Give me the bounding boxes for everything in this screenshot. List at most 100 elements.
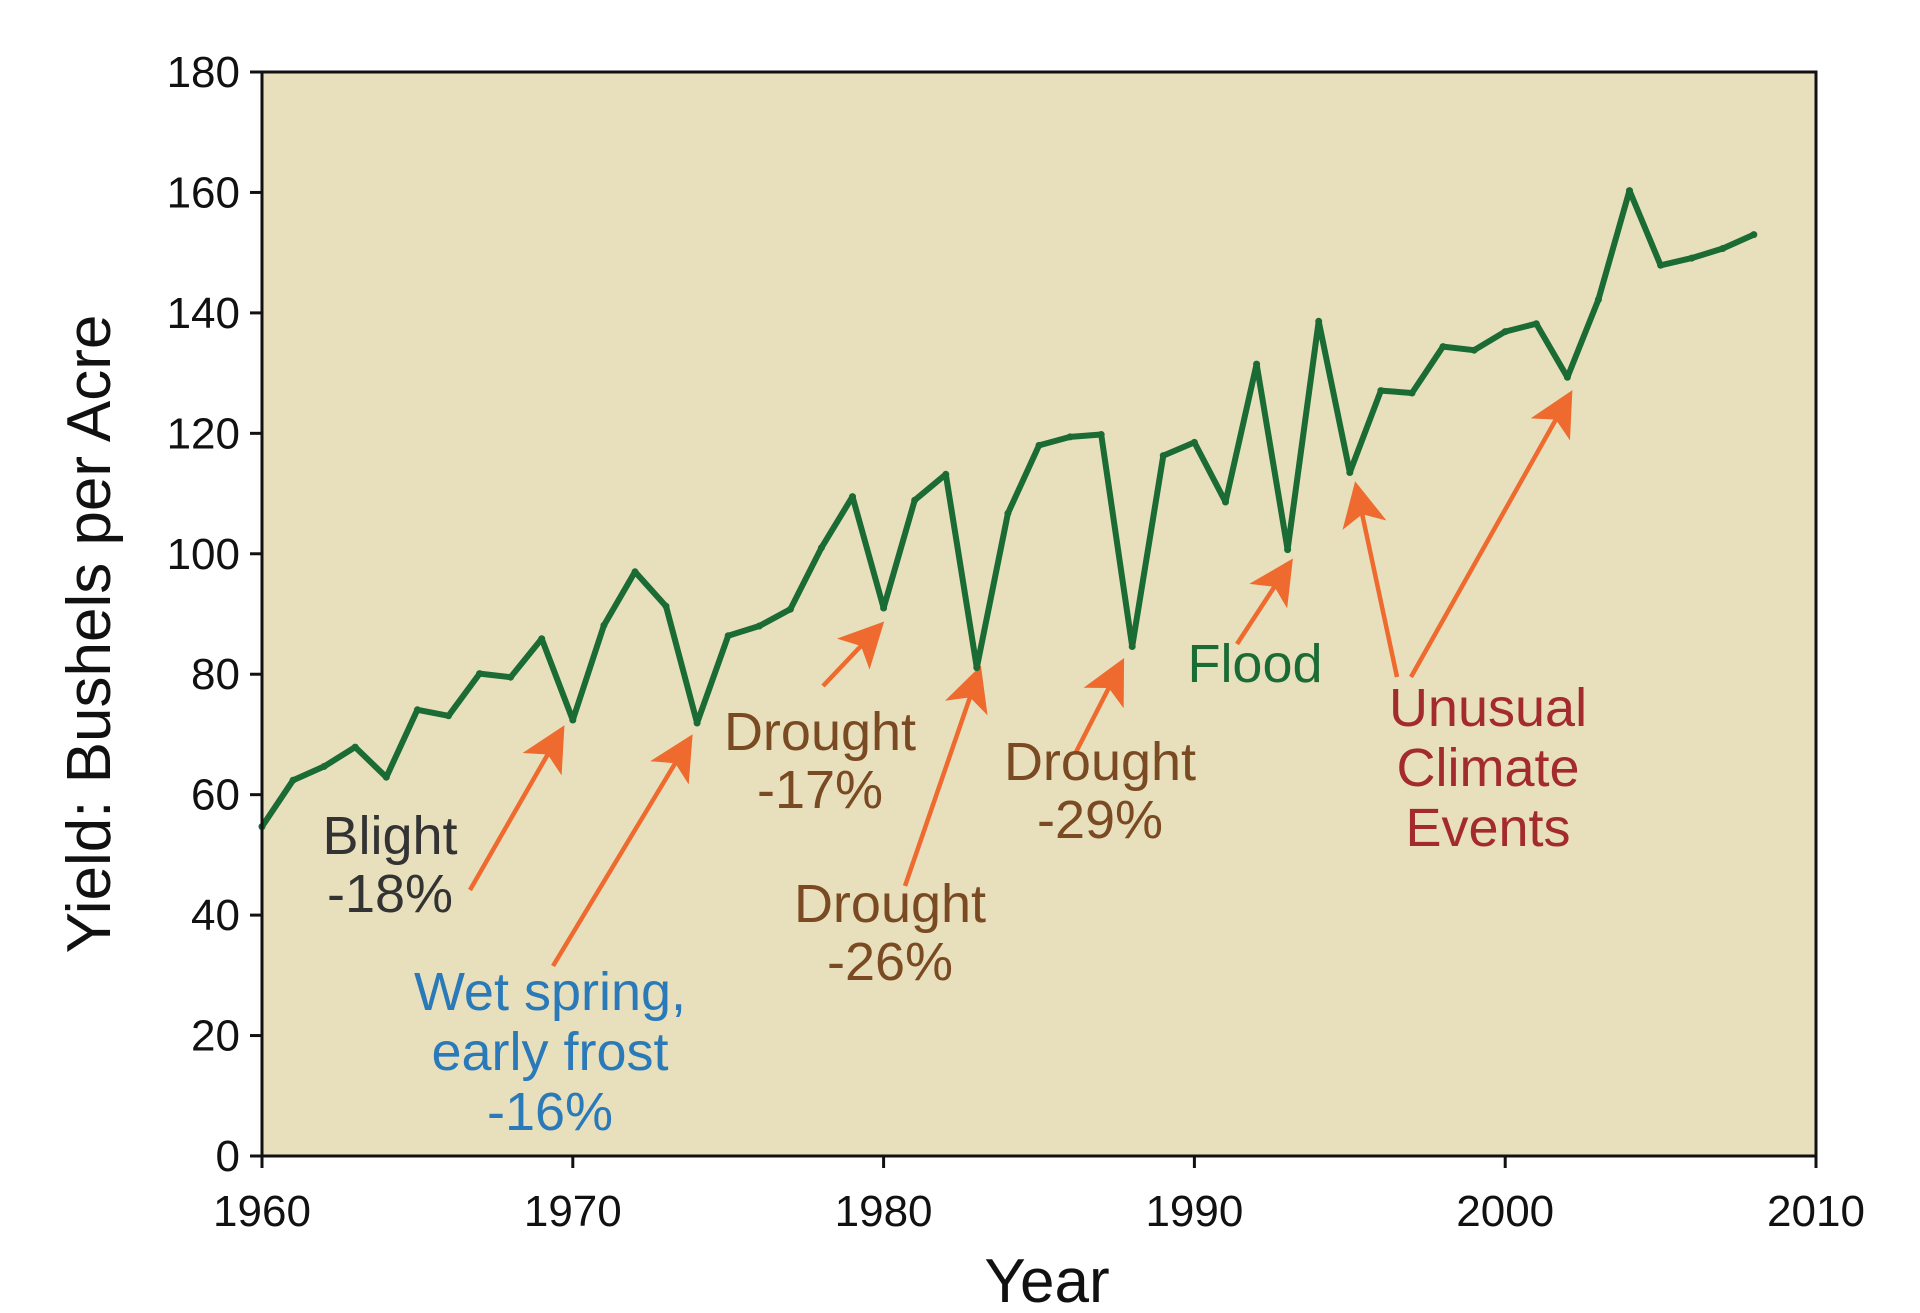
y-tick-label: 80 [191,650,240,699]
data-point [1128,643,1136,650]
annotation-arrow [1072,657,1125,756]
annotation-arrow [1342,481,1400,678]
annotation-line: early frost [431,1022,668,1082]
y-tick-label: 180 [167,48,240,97]
annotation-arrow [821,621,885,688]
data-point [786,605,794,613]
annotation-label: Drought -26% [794,874,986,992]
annotation-line: -18% [327,864,453,924]
data-point [1532,320,1540,328]
data-point [1346,469,1354,476]
annotation-label: Drought -29% [1004,732,1196,850]
data-point [1222,498,1229,506]
x-tick-label: 2010 [1767,1187,1865,1236]
annotation-line: Wet spring, [414,962,686,1022]
data-point [1315,317,1323,325]
x-tick-label: 1970 [524,1187,622,1236]
data-point [1470,346,1478,354]
data-point [382,773,390,781]
x-tick-label: 2000 [1456,1187,1554,1236]
annotation-line: -29% [1037,790,1163,850]
data-point [351,743,359,751]
annotation-line: Unusual [1389,678,1587,738]
x-tick-label: 1990 [1145,1187,1243,1236]
annotation-line: Drought [724,702,916,762]
data-point [1284,546,1292,554]
data-point [1253,360,1261,368]
data-point [1190,438,1198,446]
annotation-label: Drought -17% [724,702,916,820]
data-point [1377,387,1385,395]
x-axis: 1960 1970 1980 1990 2000 2010 [213,1156,1865,1236]
data-point [1159,452,1167,460]
annotation-line: Drought [1004,732,1196,792]
x-tick-label: 1960 [213,1187,311,1236]
annotation-arrow [551,734,693,968]
data-point [413,706,421,714]
y-tick-label: 40 [191,891,240,940]
annotation-line: -26% [827,932,953,992]
data-point [1657,261,1665,269]
series-layer [258,187,1758,831]
data-point [880,604,888,612]
data-point [942,470,950,478]
annotation-arrow [468,725,565,892]
annotation-arrows [468,390,1573,968]
data-point [1563,373,1571,381]
data-point [849,493,856,501]
plot-area [262,72,1816,1156]
annotation-arrow [1235,558,1293,646]
y-axis-title: Yield: Bushels per Acre [55,315,124,954]
annotation-label: Wet spring, early frost -16% [414,962,686,1142]
data-point [1439,343,1447,351]
data-point [1097,431,1105,438]
annotation-label: Flood [1187,634,1322,694]
data-point [911,496,919,504]
data-point [1035,441,1043,449]
annotation-line: Climate [1396,738,1579,798]
data-point [817,544,825,552]
data-point [289,776,297,784]
data-point [476,670,484,678]
data-point [755,622,763,630]
data-point [662,602,670,610]
data-point [445,712,452,720]
data-point [1066,433,1074,441]
y-tick-label: 160 [167,168,240,217]
data-point [600,621,608,629]
data-point [1594,296,1602,304]
y-tick-label: 0 [216,1132,240,1181]
data-point [320,762,328,770]
y-axis: 0 20 40 60 80 100 120 140 160 180 [167,48,262,1181]
data-point [1750,231,1758,239]
annotation-line: Blight [322,806,457,866]
y-tick-label: 140 [167,289,240,338]
data-point [1626,187,1633,195]
data-point [724,632,732,640]
y-tick-label: 120 [167,409,240,458]
y-tick-label: 20 [191,1012,240,1061]
data-point [1004,509,1012,517]
x-axis-title: Year [984,1247,1109,1313]
data-point [507,673,515,681]
annotation-line: Events [1405,798,1570,858]
y-tick-label: 60 [191,771,240,820]
annotation-line: -16% [487,1082,613,1142]
annotation-arrow [1409,390,1573,679]
data-point [1719,245,1727,252]
plot-frame [260,70,1818,1158]
annotation-line: Drought [794,874,986,934]
data-point [631,568,639,576]
annotation-label: Unusual Climate Events [1389,678,1587,858]
data-point [693,719,701,727]
data-point [1501,328,1509,336]
y-tick-label: 100 [167,530,240,579]
annotation-arrow [902,665,988,887]
annotation-line: Flood [1187,634,1322,694]
data-point [1688,254,1696,262]
data-point [973,664,981,672]
data-point [538,635,546,643]
data-point [569,716,577,724]
annotation-layer: Blight -18% Wet spring, early frost -16% Drou… [322,634,1587,1142]
